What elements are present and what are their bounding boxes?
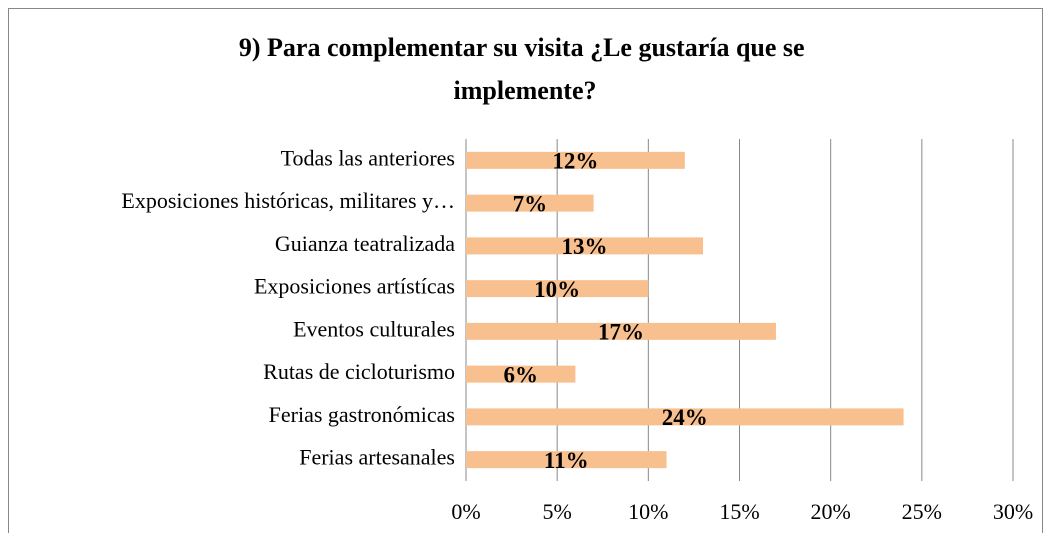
bar — [466, 365, 576, 383]
value-label: 13% — [562, 234, 608, 259]
x-tick-label: 5% — [543, 499, 572, 524]
bar — [466, 408, 904, 426]
y-tick-label: Exposiciones artístícas — [254, 274, 455, 299]
value-label: 24% — [662, 405, 708, 430]
value-label: 10% — [534, 277, 580, 302]
x-tick-label: 15% — [719, 499, 759, 524]
x-tick-label: 20% — [811, 499, 851, 524]
bar — [466, 194, 594, 212]
y-tick-label: Ferias artesanales — [299, 445, 455, 470]
y-tick-label: Guianza teatralizada — [275, 231, 455, 256]
bar — [466, 280, 649, 298]
x-tick-label: 25% — [902, 499, 942, 524]
value-label: 17% — [598, 320, 644, 345]
title-line: 9) Para complementar su visita ¿Le gusta… — [239, 33, 805, 62]
x-tick-label: 0% — [451, 499, 480, 524]
bar — [466, 451, 667, 469]
bar — [466, 322, 776, 340]
value-label: 11% — [544, 448, 589, 473]
value-label: 7% — [513, 191, 548, 216]
bar — [466, 237, 704, 255]
y-tick-label: Eventos culturales — [293, 316, 455, 341]
chart-title: 9) Para complementar su visita ¿Le gusta… — [239, 33, 811, 105]
y-tick-label: Todas las anteriores — [281, 145, 455, 170]
y-tick-label: Rutas de cicloturismo — [263, 359, 455, 384]
y-tick-label: Exposiciones históricas, militares y… — [121, 188, 455, 213]
y-tick-label: Ferias gastronómicas — [269, 402, 455, 427]
x-tick-label: 10% — [628, 499, 668, 524]
value-label: 6% — [503, 362, 538, 387]
title-line: implemente? — [454, 76, 597, 105]
x-tick-label: 30% — [993, 499, 1033, 524]
chart-border — [8, 8, 1043, 533]
bar — [466, 151, 685, 169]
value-label: 12% — [552, 149, 598, 174]
